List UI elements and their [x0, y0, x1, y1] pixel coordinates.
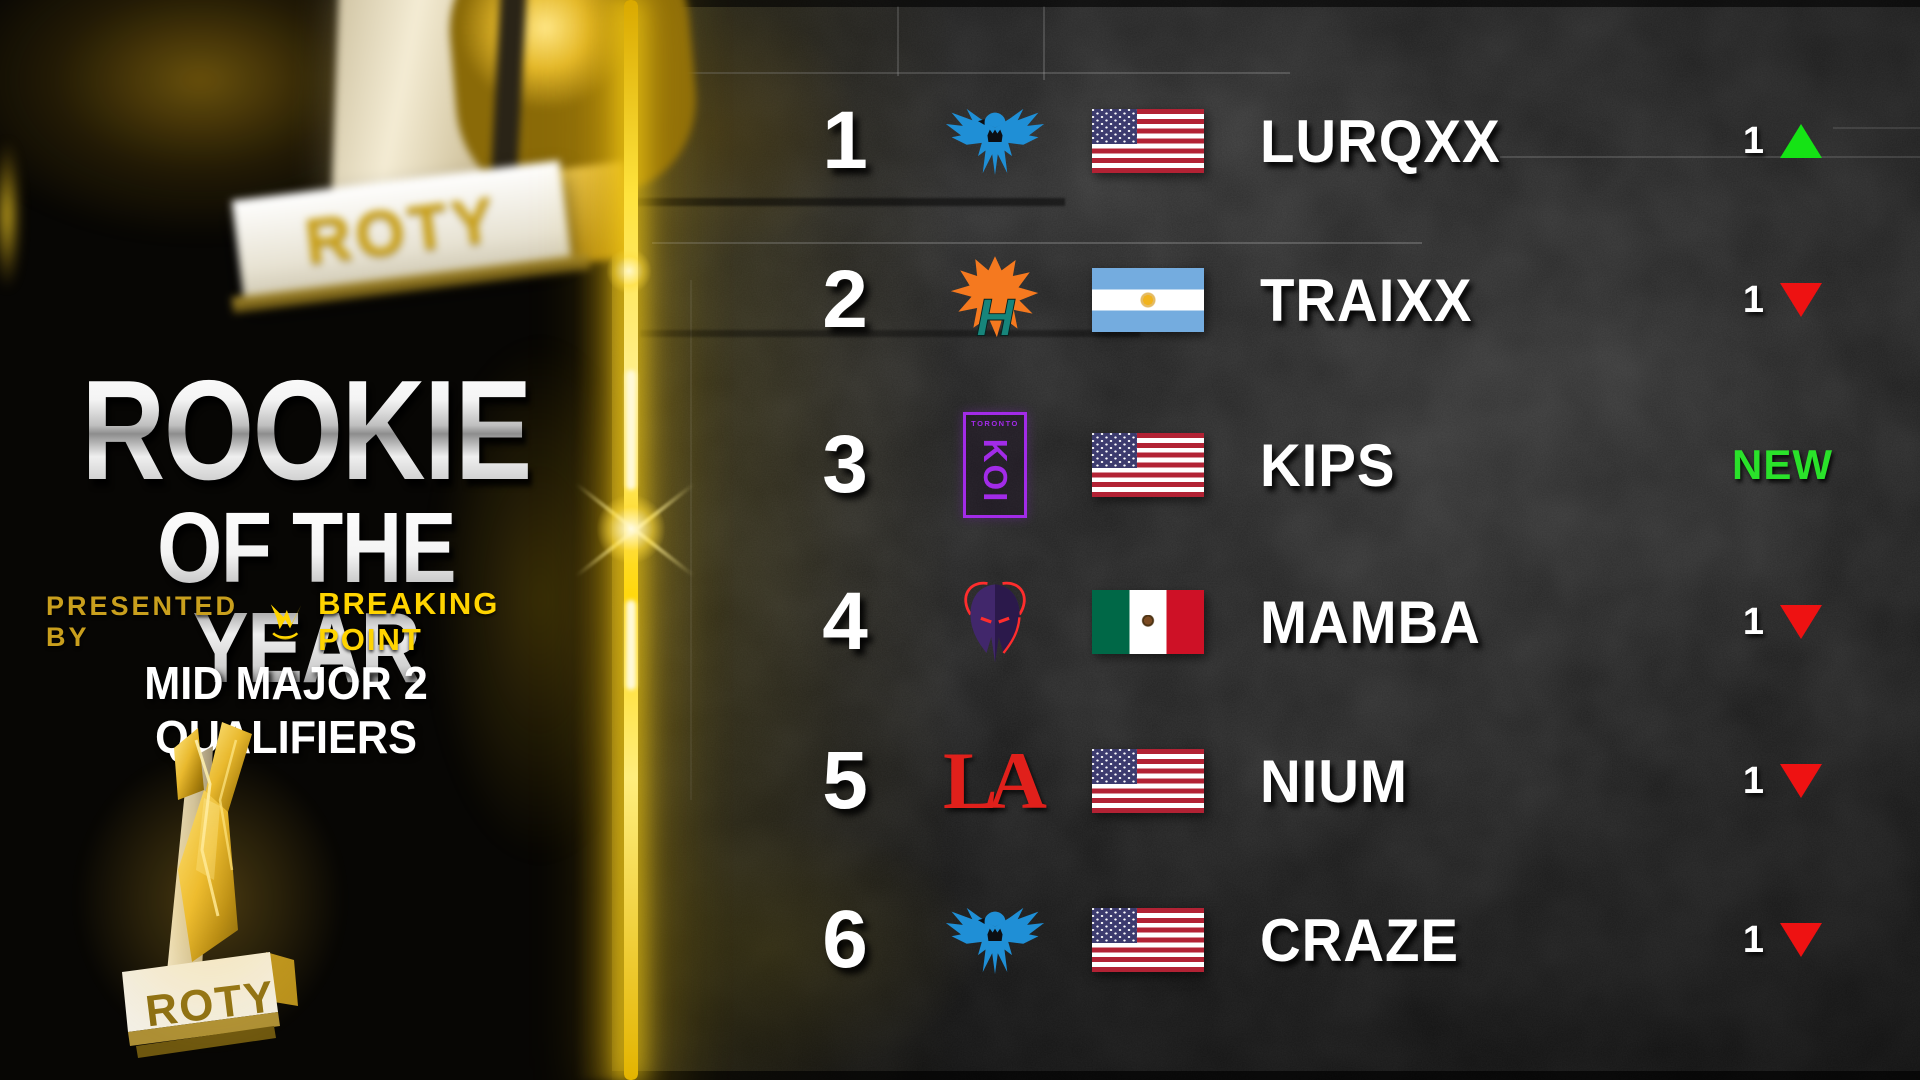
player-name: MAMBA	[1260, 588, 1481, 656]
rank-movement-indicator: 1	[1695, 71, 1870, 211]
presented-by-label: PRESENTED BY	[46, 591, 239, 652]
title-panel: ROTY ROOKIE OF THE YEAR PRESENTED BY BRE…	[0, 0, 704, 1080]
new-entry-badge: NEW	[1732, 441, 1833, 488]
rank-movement-indicator: 1	[1695, 711, 1870, 851]
seam-line	[1043, 6, 1045, 80]
leaderboard-row: 6 CRAZE 1	[0, 870, 1920, 1010]
seam-line	[1833, 127, 1920, 129]
rank-number: 1	[822, 95, 868, 186]
sun-of-may	[1139, 291, 1157, 309]
rank-down-icon	[1780, 605, 1823, 639]
star-canton	[1092, 749, 1137, 784]
leaderboard-row: 2 H TRAIXX 1	[0, 230, 1920, 370]
leaderboard-row: 5 LA NIUM 1	[0, 711, 1920, 851]
seam-line	[1500, 156, 1920, 158]
trophy-glow	[30, 700, 390, 1080]
roty-trophy: ROTY	[30, 700, 390, 1080]
bottom-edge-shadow	[560, 1071, 1920, 1080]
svg-text:H: H	[976, 288, 1015, 347]
rank-number: 6	[822, 894, 868, 985]
player-name: CRAZE	[1260, 906, 1459, 974]
trophy-graphic: ROTY	[122, 722, 298, 1058]
team-logo-rokkr-helmet-icon	[928, 552, 1062, 692]
star-canton	[1092, 109, 1137, 144]
flag-argentina-icon	[1092, 268, 1204, 332]
flag-united-states-icon	[1092, 749, 1204, 813]
rank-change-value: 1	[1742, 278, 1765, 321]
sponsor-name: BREAKING POINT	[318, 586, 500, 657]
vignette	[560, 0, 1920, 1080]
player-name: NIUM	[1260, 747, 1408, 815]
rank-movement-indicator: 1	[1695, 552, 1870, 692]
star-canton	[1092, 433, 1137, 468]
team-logo-houston-burst-icon: H	[928, 230, 1062, 370]
rank-movement-indicator: 1	[1695, 870, 1870, 1010]
flag-united-states-icon	[1092, 908, 1204, 972]
seam-line	[897, 6, 899, 76]
rank-change-value: 1	[1742, 600, 1765, 643]
rank-change-value: 1	[1742, 759, 1765, 802]
rank-number: 4	[822, 576, 868, 667]
presented-by-row: PRESENTED BY BREAKING POINT	[46, 586, 566, 657]
seam-line	[690, 280, 692, 800]
flag-united-states-icon	[1092, 109, 1204, 173]
rank-movement-indicator: 1	[1695, 230, 1870, 370]
top-edge-shadow	[560, 0, 1920, 7]
leaderboard-row: 1 LURQXX 1	[0, 71, 1920, 211]
rank-change-value: 1	[1742, 119, 1765, 162]
team-logo-toronto-koi-icon: TORONTO KOI	[928, 395, 1062, 535]
lens-flare-core	[606, 248, 652, 294]
rank-down-icon	[1780, 764, 1823, 798]
rank-change-value: 1	[1742, 918, 1765, 961]
flag-united-states-icon	[1092, 433, 1204, 497]
rank-number: 2	[822, 254, 868, 345]
rank-down-icon	[1780, 283, 1823, 317]
coat-of-arms	[1141, 615, 1155, 629]
page-title: ROOKIE	[76, 360, 535, 502]
player-name: KIPS	[1260, 431, 1396, 499]
rank-up-icon	[1780, 124, 1823, 158]
page-subtitle: OF THE YEAR	[71, 498, 541, 698]
leaderboard-row: 3 TORONTO KOI KIPS NEW	[0, 395, 1920, 535]
team-logo-dallas-eagle-icon	[928, 870, 1062, 1010]
seam-line	[652, 242, 1422, 244]
seam-line	[650, 72, 1290, 74]
gold-edge-streak	[0, 140, 20, 290]
rank-number: 3	[822, 419, 868, 510]
seam-shadow	[640, 330, 1140, 337]
concrete-grain-texture	[560, 0, 1920, 1080]
rank-down-icon	[1780, 923, 1823, 957]
player-name: TRAIXX	[1260, 266, 1473, 334]
breaking-point-logo-icon	[270, 604, 301, 640]
team-logo-la-guerrillas-icon: LA	[943, 735, 1047, 826]
leaderboard-row: 4 MAMBA 1	[0, 552, 1920, 692]
lens-flare-core	[596, 494, 666, 564]
rank-number: 5	[822, 735, 868, 826]
rank-movement-indicator: NEW	[1695, 395, 1870, 535]
team-logo-dallas-eagle-icon	[928, 71, 1062, 211]
flag-mexico-icon	[1092, 590, 1204, 654]
divider-hot-spot	[626, 370, 636, 490]
player-name: LURQXX	[1260, 107, 1501, 175]
seam-shadow	[600, 198, 1065, 206]
star-canton	[1092, 908, 1137, 943]
divider-hot-spot	[626, 600, 636, 690]
